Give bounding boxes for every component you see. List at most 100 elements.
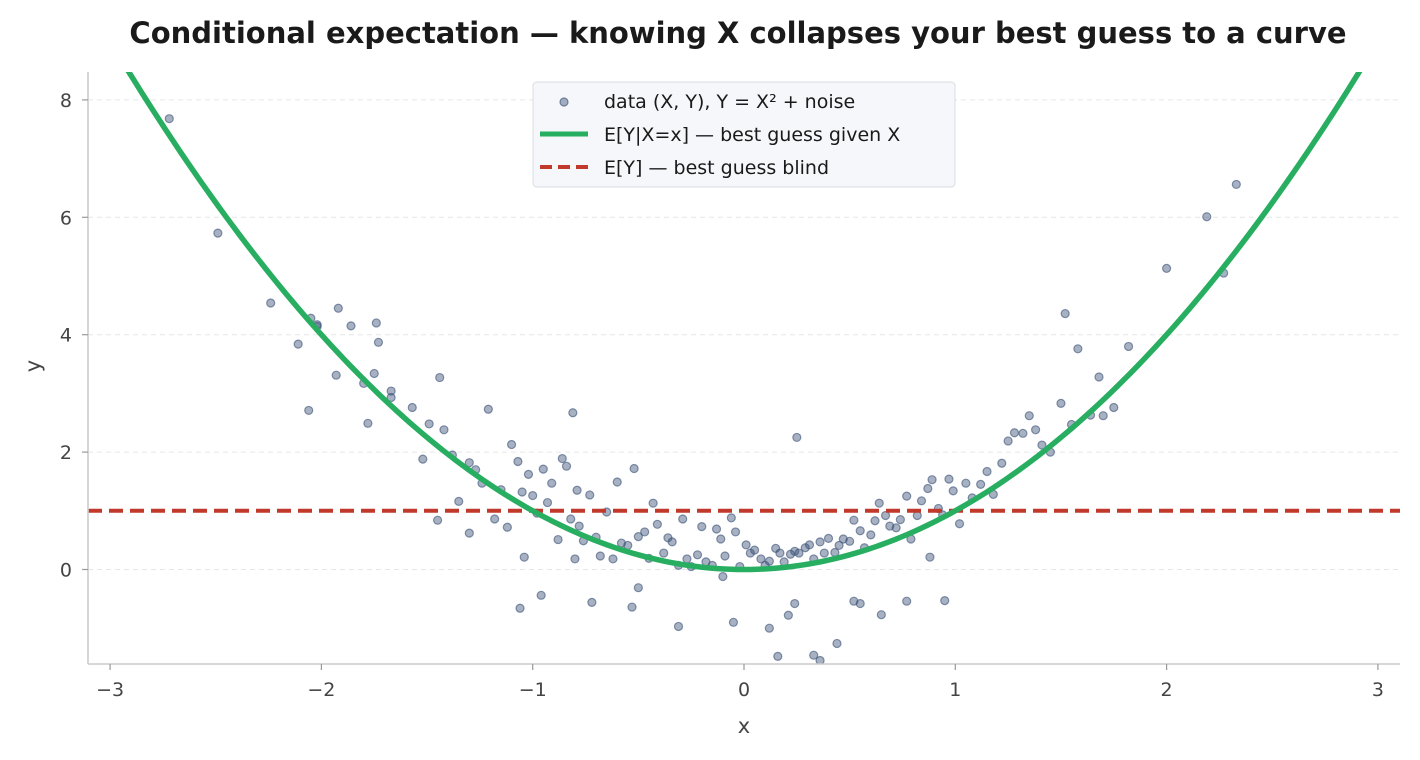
y-axis-label: y xyxy=(21,360,45,372)
scatter-point xyxy=(557,453,567,464)
scatter-point xyxy=(891,523,901,533)
scatter-point xyxy=(418,454,428,464)
scatter-point xyxy=(513,456,523,467)
scatter-point xyxy=(386,392,396,403)
scatter-point xyxy=(673,621,684,632)
scatter-point xyxy=(845,536,855,546)
x-tick-label-3: 0 xyxy=(738,679,750,701)
scatter-point xyxy=(764,556,774,566)
scatter-point xyxy=(925,552,935,562)
y-tick-label-4: 8 xyxy=(60,90,72,112)
scatter-point xyxy=(916,496,927,506)
y-tick-label-3: 6 xyxy=(60,207,72,229)
scatter-point xyxy=(648,498,658,508)
scatter-point xyxy=(633,583,643,593)
scatter-point xyxy=(407,402,417,413)
scatter-point xyxy=(568,408,578,418)
scatter-point xyxy=(587,597,597,607)
scatter-point xyxy=(815,655,825,664)
scatter-point xyxy=(815,537,825,547)
scatter-point xyxy=(454,496,464,507)
scatter-point xyxy=(538,464,548,474)
scatter-point xyxy=(542,497,553,508)
scatter-point xyxy=(659,548,669,558)
conditional-expectation-curve xyxy=(125,72,1363,573)
scatter-point xyxy=(1098,411,1108,421)
scatter-point xyxy=(880,510,891,521)
scatter-point xyxy=(756,554,766,564)
scatter-point xyxy=(902,491,912,501)
scatter-point xyxy=(1003,436,1013,446)
scatter-point xyxy=(561,461,572,471)
scatter-point xyxy=(804,540,815,550)
legend-label-curve: E[Y|X=x] — best guess given X xyxy=(604,124,900,146)
scatter-point xyxy=(834,540,844,551)
scatter-point xyxy=(855,598,865,609)
legend-label-hline: E[Y] — best guess blind xyxy=(604,157,829,179)
x-tick-label-0: −3 xyxy=(96,679,124,701)
scatter-point xyxy=(1123,341,1134,352)
scatter-point xyxy=(976,479,986,489)
scatter-point xyxy=(439,425,449,435)
legend: data (X, Y), Y = X² + noise E[Y|X=x] — b… xyxy=(532,81,956,188)
scatter-point xyxy=(832,638,842,649)
scatter-point xyxy=(1060,308,1070,319)
scatter-point xyxy=(718,571,728,582)
scatter-point xyxy=(652,519,662,529)
scatter-point xyxy=(572,485,582,495)
scatter-point xyxy=(553,534,563,545)
scatter-point xyxy=(667,537,677,547)
scatter-point xyxy=(783,610,793,620)
scatter-point xyxy=(1094,372,1104,382)
scatter-point xyxy=(819,548,829,558)
scatter-point xyxy=(1024,411,1034,421)
scatter-point xyxy=(566,514,576,524)
scatter-point xyxy=(720,551,730,561)
scatter-point xyxy=(876,610,886,620)
scatter-point xyxy=(1009,428,1020,438)
scatter-point xyxy=(1073,344,1083,354)
x-tick-label-5: 2 xyxy=(1161,679,1173,701)
scatter-point xyxy=(1161,263,1172,273)
scatter-point xyxy=(764,623,774,633)
scatter-point xyxy=(682,554,692,564)
scatter-point xyxy=(692,550,703,560)
scatter-point xyxy=(790,598,800,609)
scatter-point xyxy=(716,534,726,544)
scatter-point xyxy=(464,458,474,468)
scatter-point xyxy=(1109,402,1119,413)
scatter-point xyxy=(333,303,343,313)
scatter-point xyxy=(940,596,950,606)
scatter-point xyxy=(961,478,971,488)
y-tick-label-1: 2 xyxy=(60,442,72,464)
scatter-point xyxy=(749,545,760,555)
scatter-point xyxy=(435,372,445,383)
scatter-point xyxy=(874,498,884,508)
scatter-point xyxy=(726,513,736,523)
scatter-point xyxy=(809,650,819,660)
scatter-point xyxy=(1202,212,1212,222)
scatter-point xyxy=(1018,428,1028,438)
y-tick-label-0: 0 xyxy=(60,560,72,582)
x-tick-label-4: 1 xyxy=(949,679,961,701)
scatter-point xyxy=(483,404,493,414)
scatter-point xyxy=(640,527,650,537)
scatter-point xyxy=(515,603,525,613)
scatter-point xyxy=(369,368,379,379)
scatter-point xyxy=(855,526,865,536)
scatter-point xyxy=(519,552,529,562)
scatter-point xyxy=(923,483,933,494)
scatter-point xyxy=(944,474,954,484)
x-tick-label-2: −1 xyxy=(519,679,547,701)
scatter-point xyxy=(1030,425,1041,435)
scatter-point xyxy=(490,514,500,524)
scatter-point xyxy=(1231,179,1241,190)
scatter-point xyxy=(954,519,965,529)
scatter-point xyxy=(773,651,783,661)
scatter-point xyxy=(266,298,276,308)
y-tick-label-2: 4 xyxy=(60,325,72,347)
scatter-point xyxy=(371,318,381,328)
scatter-point xyxy=(849,515,859,525)
scatter-point xyxy=(678,514,688,524)
